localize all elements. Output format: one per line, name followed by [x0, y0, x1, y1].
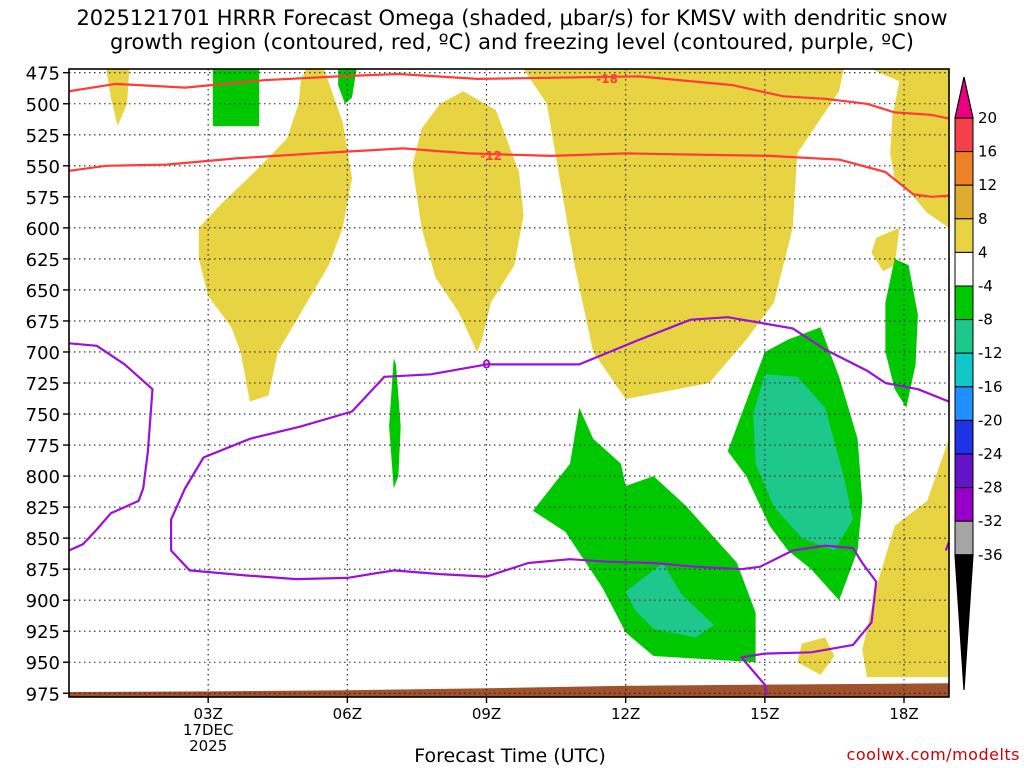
y-tick-label-650: 650	[26, 281, 60, 302]
y-tick-label-750: 750	[26, 405, 60, 426]
contour-label-dgz-18: -18	[596, 72, 618, 86]
colorbar-label--36: -36	[978, 546, 1003, 564]
colorbar-swatch-2	[954, 151, 974, 186]
y-tick-label-600: 600	[26, 219, 60, 240]
omega-region-upward-4-right-blob	[871, 227, 900, 272]
colorbar-swatch-6	[954, 285, 974, 321]
omega-region-downward-4-mid-sliver	[389, 358, 401, 489]
colorbar-swatch-9	[954, 386, 974, 421]
omega-region-upward-4-left-plume	[198, 69, 352, 402]
colorbar-label--12: -12	[978, 344, 1003, 362]
colorbar-swatch-5	[954, 251, 974, 287]
y-tick-label-525: 525	[26, 126, 60, 147]
y-tick-label-925: 925	[26, 622, 60, 643]
y-tick-label-500: 500	[26, 95, 60, 116]
colorbar-swatch-13	[954, 520, 974, 556]
colorbar-label-4: 4	[978, 243, 988, 261]
y-tick-label-625: 625	[26, 250, 60, 271]
colorbar-swatch-3	[954, 184, 974, 220]
omega-region-upward-4-main	[430, 69, 844, 400]
omega-region-upward-4-right-upper	[871, 69, 949, 228]
y-tick-label-700: 700	[26, 343, 60, 364]
colorbar-label--16: -16	[978, 378, 1003, 396]
colorbar-label-20: 20	[978, 109, 997, 127]
colorbar-swatch-10	[954, 419, 974, 455]
colorbar-label--4: -4	[978, 277, 993, 295]
y-tick-label-850: 850	[26, 529, 60, 550]
x-axis-label: Forecast Time (UTC)	[414, 745, 606, 767]
y-tick-label-725: 725	[26, 374, 60, 395]
colorbar-swatch-bottom	[954, 554, 974, 691]
colorbar-swatch-top	[954, 76, 974, 119]
chart-title: 2025121701 HRRR Forecast Omega (shaded, …	[76, 6, 948, 54]
y-tick-label-775: 775	[26, 436, 60, 457]
colorbar-label--20: -20	[978, 411, 1003, 429]
contour-dgz-12	[69, 147, 949, 198]
x-tick-label-15Z: 15Z	[750, 705, 779, 723]
omega-region-downward-4-far-right	[885, 258, 918, 408]
omega-region-downward-4-lower-center	[532, 407, 756, 663]
omega-region-upward-4-bottom-blob	[797, 637, 835, 675]
y-tick-label-875: 875	[26, 560, 60, 581]
y-tick-label-900: 900	[26, 591, 60, 612]
x-tick-label-18Z: 18Z	[889, 705, 918, 723]
site-credit: coolwx.com/modelts	[846, 745, 1020, 764]
colorbar-label--8: -8	[978, 311, 993, 329]
y-tick-label-975: 975	[26, 684, 60, 705]
y-tick-label-800: 800	[26, 467, 60, 488]
y-tick-label-550: 550	[26, 157, 60, 178]
x-tick-label-06Z: 06Z	[333, 705, 362, 723]
omega-region-downward-4-top-sliver	[338, 69, 357, 104]
y-tick-label-950: 950	[26, 653, 60, 674]
x-tick-label-03Z: 03Z	[193, 705, 222, 723]
colorbar-swatch-1	[954, 117, 974, 153]
colorbar-label-16: 16	[978, 143, 997, 161]
colorbar-label--24: -24	[978, 445, 1003, 463]
colorbar-swatch-11	[954, 453, 974, 489]
colorbar-swatch-7	[954, 319, 974, 354]
y-tick-label-825: 825	[26, 498, 60, 519]
date-label-day: 17DEC	[183, 721, 234, 739]
colorbar-label--28: -28	[978, 479, 1003, 497]
omega-region-downward-8-right	[753, 374, 853, 551]
y-tick-label-475: 475	[26, 64, 60, 85]
omega-region-upward-4-top-left	[106, 69, 130, 127]
colorbar-swatch-4	[954, 218, 974, 253]
terrain-ground	[69, 683, 949, 697]
colorbar-swatch-8	[954, 352, 974, 388]
omega-region-upward-4-center-column	[412, 91, 524, 353]
x-tick-label-09Z: 09Z	[472, 705, 501, 723]
omega-region-upward-4-bottom-right	[862, 438, 949, 678]
y-tick-label-575: 575	[26, 188, 60, 209]
contour-label-freezing-level-0: 0	[482, 357, 490, 371]
x-tick-label-12Z: 12Z	[611, 705, 640, 723]
omega-region-downward-4-top-box	[212, 69, 260, 127]
y-tick-label-675: 675	[26, 312, 60, 333]
contour-label-dgz-12: -12	[480, 149, 502, 163]
contour-dgz-18	[69, 72, 949, 120]
colorbar-label--32: -32	[978, 512, 1003, 530]
colorbar-label-8: 8	[978, 210, 988, 228]
colorbar-label-12: 12	[978, 176, 997, 194]
colorbar-swatch-12	[954, 487, 974, 522]
date-label-year: 2025	[189, 737, 227, 755]
